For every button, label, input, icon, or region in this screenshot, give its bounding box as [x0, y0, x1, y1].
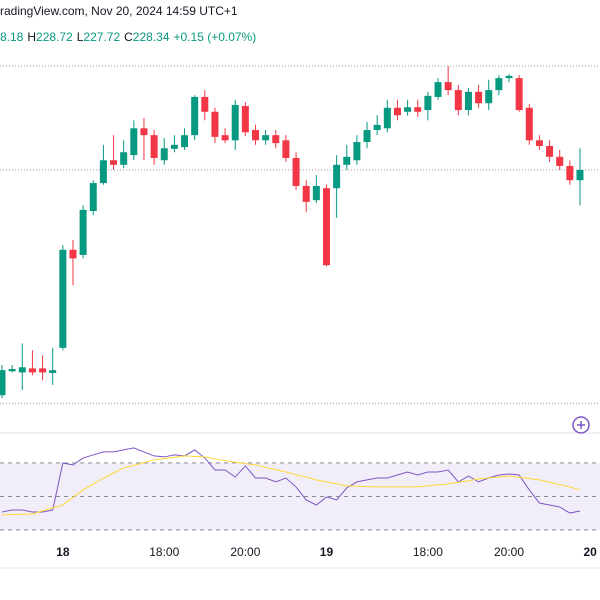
candle-body [201, 96, 209, 112]
candle-body [252, 130, 259, 141]
candle-body [475, 91, 483, 104]
candle-body [221, 135, 229, 141]
candle-body [262, 135, 270, 141]
candle-body [333, 164, 341, 189]
candle-body [272, 135, 280, 144]
x-tick-label: 20:00 [494, 545, 524, 559]
candle-body [49, 370, 57, 373]
x-tick-label: 20:00 [230, 545, 260, 559]
ohlc-value: 228.34 [133, 30, 170, 44]
candle-body [373, 124, 381, 131]
candle-body [525, 107, 533, 141]
x-tick-label: 18 [56, 545, 70, 559]
candle-body [231, 104, 239, 141]
ohlc-label: L [77, 30, 84, 44]
candle-body [18, 367, 26, 373]
candle-body [444, 82, 452, 91]
candle-body [89, 183, 97, 212]
candle-body [383, 107, 391, 129]
candle-body [393, 107, 401, 116]
candle-body [353, 142, 361, 161]
indicator-line [1, 455, 581, 516]
candle-body [130, 128, 138, 156]
x-tick-label: 18:00 [149, 545, 179, 559]
candle-body [505, 75, 513, 79]
x-tick-label: 19 [320, 545, 334, 559]
candle-body [404, 107, 412, 112]
candle-body [59, 249, 67, 348]
candle-body [79, 209, 87, 255]
candle-body [170, 144, 178, 149]
candle-body [485, 90, 493, 104]
candle-body [69, 249, 77, 259]
candle-body [120, 152, 128, 165]
x-tick-label: 20 [583, 545, 597, 559]
candle-body [28, 368, 36, 373]
candle-body [495, 78, 503, 91]
candle-body [414, 107, 422, 112]
candle-body [160, 148, 168, 161]
add-button[interactable] [572, 416, 590, 434]
ohlc-legend: 8.18 H228.72 L227.72 C228.34 +0.15 (+0.07%) [0, 30, 256, 44]
header-source: radingView.com, Nov 20, 2024 14:59 UTC+1 [0, 4, 238, 18]
change-value: +0.15 (+0.07%) [174, 30, 257, 44]
candle-body [8, 368, 16, 372]
candle-body [424, 95, 432, 111]
ohlc-value: 228.72 [36, 30, 73, 44]
candle-body [363, 130, 371, 143]
add-icon[interactable] [572, 416, 590, 434]
candle-body [150, 135, 158, 158]
candle-body [181, 135, 189, 148]
candle-body [282, 140, 290, 158]
candle-body [39, 368, 47, 373]
candle-body [566, 165, 574, 181]
candle-body [302, 185, 310, 202]
candle-body [191, 96, 199, 136]
indicator-line [1, 447, 581, 514]
candle-body [464, 91, 472, 111]
x-tick-label: 18:00 [413, 545, 443, 559]
candle-body [343, 156, 351, 165]
ohlc-label: C [124, 30, 133, 44]
ohlc-label: H [27, 30, 36, 44]
candle-body [454, 90, 462, 111]
candle-body [515, 78, 523, 111]
candle-body [434, 82, 442, 97]
candle-body [140, 128, 148, 136]
candle-body [546, 145, 554, 157]
candle-body [292, 157, 300, 186]
candle-body [535, 140, 543, 146]
candle-body [322, 188, 330, 266]
candle-body [110, 160, 118, 165]
candle-body [241, 106, 249, 133]
candle-body [211, 111, 219, 137]
ohlc-value: 227.72 [83, 30, 120, 44]
candle-body [0, 370, 6, 396]
candle-body [556, 156, 564, 166]
candle-body [576, 169, 584, 181]
candle-body [312, 185, 320, 201]
open-value: 8.18 [0, 30, 24, 44]
candle-body [99, 160, 107, 184]
